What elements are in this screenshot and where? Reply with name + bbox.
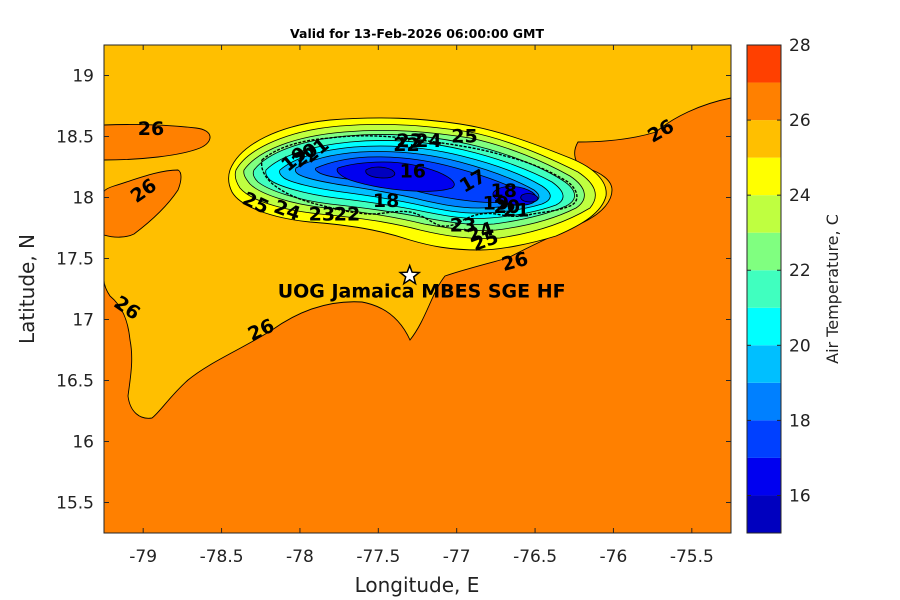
colorbar-tick-label: 26: [789, 111, 811, 131]
colorbar-swatch: [747, 345, 781, 383]
y-tick-label: 18: [72, 189, 94, 209]
colorbar-swatch: [747, 120, 781, 158]
chart-title: Valid for 13-Feb-2026 06:00:00 GMT: [290, 26, 544, 41]
contour-label: 22: [334, 203, 360, 225]
contour-label: 19: [483, 192, 509, 214]
x-tick-label: -75.5: [670, 547, 714, 567]
colorbar-swatch: [747, 495, 781, 533]
y-tick-label: 19: [72, 67, 94, 87]
contour-label: 18: [490, 180, 516, 202]
colorbar-tick-label: 16: [789, 486, 811, 506]
x-tick-label: -76.5: [513, 547, 557, 567]
y-tick-label: 15.5: [56, 494, 94, 514]
x-tick-label: -77: [443, 547, 471, 567]
region-15-16: [365, 166, 396, 179]
region-15-16-east: [520, 193, 539, 203]
colorbar-ticks: 16 18 20 22 24 26 28: [747, 36, 811, 506]
y-axis-ticks: 15.5 16 16.5 17 17.5 18 18.5 19: [56, 67, 731, 514]
colorbar-swatch: [747, 270, 781, 308]
contour-label: 20: [494, 196, 520, 218]
colorbar: [747, 45, 781, 533]
colorbar-swatch: [747, 82, 781, 121]
colorbar-swatch: [747, 382, 781, 421]
contour-label: 23: [309, 203, 335, 225]
colorbar-swatch: [747, 157, 781, 196]
colorbar-swatch: [747, 195, 781, 233]
jamaica-coastline: [260, 135, 578, 227]
contour-label: 26: [138, 118, 164, 140]
y-tick-label: 18.5: [56, 128, 94, 148]
station-label: UOG Jamaica MBES SGE HF: [278, 281, 566, 303]
x-axis-label: Longitude, E: [355, 573, 480, 597]
colorbar-frame: [746, 44, 782, 534]
contour-label: 16: [400, 161, 426, 183]
x-tick-label: -78.5: [200, 547, 244, 567]
y-axis-label: Latitude, N: [15, 234, 39, 344]
station-star-icon[interactable]: [398, 263, 422, 286]
colorbar-swatch: [747, 307, 781, 346]
contour-label: 22: [393, 134, 419, 156]
colorbar-tick-label: 20: [789, 336, 811, 356]
contour-fill: [104, 45, 731, 533]
contour-label: 24: [415, 130, 441, 152]
y-tick-label: 16: [72, 433, 94, 453]
y-tick-label: 17.5: [56, 250, 94, 270]
x-tick-label: -79: [129, 547, 157, 567]
contour-label: 18: [373, 190, 399, 212]
contour-label: 21: [503, 200, 529, 222]
station-marker: UOG Jamaica MBES SGE HF: [278, 263, 566, 303]
x-axis-ticks: -79 -78.5 -78 -77.5 -77 -76.5 -76 -75.5: [129, 45, 714, 567]
contour-label: 23: [450, 214, 476, 236]
y-tick-label: 16.5: [56, 372, 94, 392]
colorbar-tick-label: 24: [789, 186, 811, 206]
colorbar-label: Air Temperature, C: [823, 214, 842, 364]
colorbar-tick-label: 18: [789, 411, 811, 431]
colorbar-swatch: [747, 457, 781, 496]
contour-label: 23: [396, 130, 422, 152]
colorbar-swatch: [747, 420, 781, 458]
x-tick-label: -76: [600, 547, 628, 567]
colorbar-tick-label: 22: [789, 261, 811, 281]
colorbar-tick-label: 28: [789, 36, 811, 56]
colorbar-swatch: [747, 232, 781, 271]
colorbar-swatch: [747, 45, 781, 83]
y-tick-label: 17: [72, 311, 94, 331]
plot-frame: [103, 44, 732, 534]
contour-label: 25: [451, 125, 477, 147]
x-tick-label: -78: [286, 547, 314, 567]
x-tick-label: -77.5: [356, 547, 400, 567]
